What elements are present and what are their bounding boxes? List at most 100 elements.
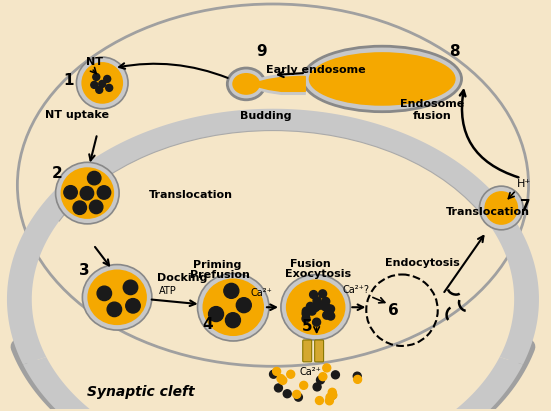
Ellipse shape [30, 7, 516, 344]
Circle shape [106, 84, 112, 91]
Circle shape [98, 186, 111, 199]
Text: 4: 4 [202, 317, 213, 332]
Text: Translocation: Translocation [446, 207, 530, 217]
Text: Exocytosis: Exocytosis [285, 270, 351, 279]
Circle shape [283, 390, 291, 398]
Circle shape [99, 81, 106, 88]
Circle shape [80, 187, 94, 200]
Text: Budding: Budding [240, 111, 292, 121]
Circle shape [64, 186, 77, 199]
Polygon shape [23, 357, 523, 411]
Circle shape [306, 302, 315, 310]
Text: 6: 6 [388, 303, 399, 318]
Circle shape [293, 390, 301, 398]
Circle shape [354, 375, 361, 383]
Ellipse shape [56, 162, 119, 224]
Circle shape [96, 86, 102, 93]
Ellipse shape [82, 62, 123, 104]
Circle shape [312, 303, 320, 311]
Ellipse shape [286, 279, 345, 335]
Text: Prefusion: Prefusion [190, 270, 250, 280]
Circle shape [328, 391, 336, 399]
Circle shape [323, 311, 331, 319]
Polygon shape [273, 109, 539, 365]
Circle shape [310, 291, 317, 298]
Ellipse shape [484, 191, 518, 225]
Text: 5: 5 [302, 319, 312, 334]
Circle shape [312, 318, 321, 326]
Circle shape [236, 298, 251, 313]
Circle shape [316, 376, 325, 384]
Ellipse shape [61, 167, 114, 219]
Circle shape [88, 171, 101, 185]
Ellipse shape [197, 273, 269, 341]
Text: Ca²⁺?: Ca²⁺? [342, 285, 369, 296]
Circle shape [326, 393, 334, 401]
Ellipse shape [18, 4, 528, 366]
Circle shape [323, 364, 331, 372]
Text: Translocation: Translocation [149, 190, 233, 200]
Circle shape [123, 280, 138, 295]
Circle shape [104, 76, 111, 83]
Circle shape [308, 307, 316, 315]
Circle shape [326, 397, 333, 405]
Ellipse shape [83, 265, 152, 330]
Ellipse shape [88, 270, 147, 325]
Circle shape [321, 302, 329, 310]
Text: Fusion: Fusion [290, 259, 331, 268]
Circle shape [97, 286, 111, 300]
Circle shape [274, 384, 283, 392]
Text: Docking: Docking [157, 273, 207, 284]
Polygon shape [7, 109, 273, 365]
Circle shape [318, 290, 327, 298]
Ellipse shape [309, 52, 456, 106]
Circle shape [269, 370, 278, 378]
Circle shape [329, 391, 337, 399]
Circle shape [302, 307, 310, 315]
Circle shape [313, 383, 321, 391]
Ellipse shape [77, 57, 128, 109]
Circle shape [93, 74, 100, 81]
Circle shape [322, 298, 329, 305]
Text: 8: 8 [449, 44, 460, 59]
Circle shape [287, 370, 295, 378]
Circle shape [300, 381, 307, 389]
Circle shape [316, 397, 323, 404]
Text: Ca²⁺: Ca²⁺ [300, 367, 322, 377]
Circle shape [225, 313, 240, 328]
Ellipse shape [228, 68, 265, 100]
Circle shape [107, 302, 122, 316]
Circle shape [323, 304, 331, 312]
Ellipse shape [202, 279, 264, 336]
Circle shape [277, 374, 285, 383]
Circle shape [279, 376, 287, 384]
Circle shape [302, 315, 310, 323]
Text: Synaptic cleft: Synaptic cleft [88, 385, 195, 399]
Circle shape [325, 307, 333, 315]
Text: Ca²⁺: Ca²⁺ [250, 289, 272, 298]
Circle shape [91, 81, 98, 88]
Text: ATP: ATP [159, 286, 176, 296]
Circle shape [316, 301, 324, 309]
Circle shape [73, 201, 87, 215]
Text: 7: 7 [520, 199, 531, 214]
FancyBboxPatch shape [302, 340, 312, 362]
Circle shape [273, 367, 280, 375]
Circle shape [89, 200, 103, 214]
Circle shape [332, 371, 339, 379]
Circle shape [328, 388, 336, 396]
Circle shape [319, 373, 327, 381]
FancyBboxPatch shape [315, 340, 323, 362]
Text: NT uptake: NT uptake [45, 110, 110, 120]
Text: 9: 9 [256, 44, 267, 59]
Ellipse shape [281, 275, 350, 340]
Ellipse shape [233, 73, 260, 95]
Text: 3: 3 [79, 263, 90, 279]
Circle shape [311, 304, 320, 312]
Text: Endocytosis: Endocytosis [385, 258, 460, 268]
Circle shape [224, 283, 239, 298]
Text: 2: 2 [52, 166, 62, 181]
Circle shape [327, 305, 334, 313]
Circle shape [209, 307, 224, 321]
Text: NT: NT [87, 57, 104, 67]
